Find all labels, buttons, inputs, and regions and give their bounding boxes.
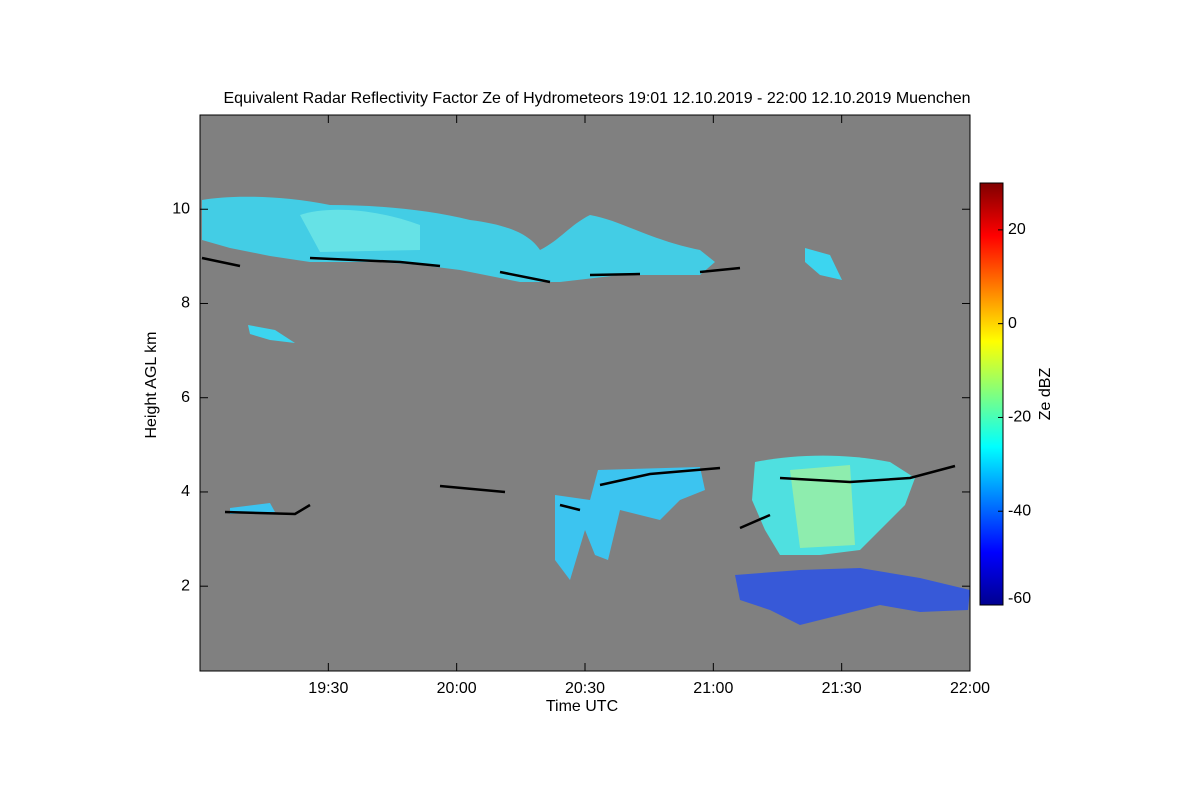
colorbar-tick-label: -40 xyxy=(1008,502,1031,519)
colorbar-tick-label: -20 xyxy=(1008,409,1031,426)
chart-title: Equivalent Radar Reflectivity Factor Ze … xyxy=(223,90,970,107)
x-axis-label: Time UTC xyxy=(546,698,618,715)
y-tick-label: 8 xyxy=(181,295,190,312)
x-tick-label: 22:00 xyxy=(950,680,990,697)
y-tick-label: 10 xyxy=(172,200,190,217)
y-tick-label: 6 xyxy=(181,389,190,406)
echo-field xyxy=(201,196,970,625)
colorbar-tick-label: 20 xyxy=(1008,221,1026,238)
y-axis-label: Height AGL km xyxy=(143,331,160,438)
y-tick-label: 4 xyxy=(181,483,190,500)
y-tick-label: 2 xyxy=(181,577,190,594)
x-tick-label: 21:00 xyxy=(693,680,733,697)
colorbar-tick-label: -60 xyxy=(1008,590,1031,607)
x-tick-label: 20:30 xyxy=(565,680,605,697)
colorbar xyxy=(979,182,1004,606)
colorbar-tick-label: 0 xyxy=(1008,315,1017,332)
x-tick-label: 20:00 xyxy=(437,680,477,697)
colorbar-label: Ze dBZ xyxy=(1037,368,1054,421)
x-tick-label: 21:30 xyxy=(822,680,862,697)
x-tick-label: 19:30 xyxy=(308,680,348,697)
